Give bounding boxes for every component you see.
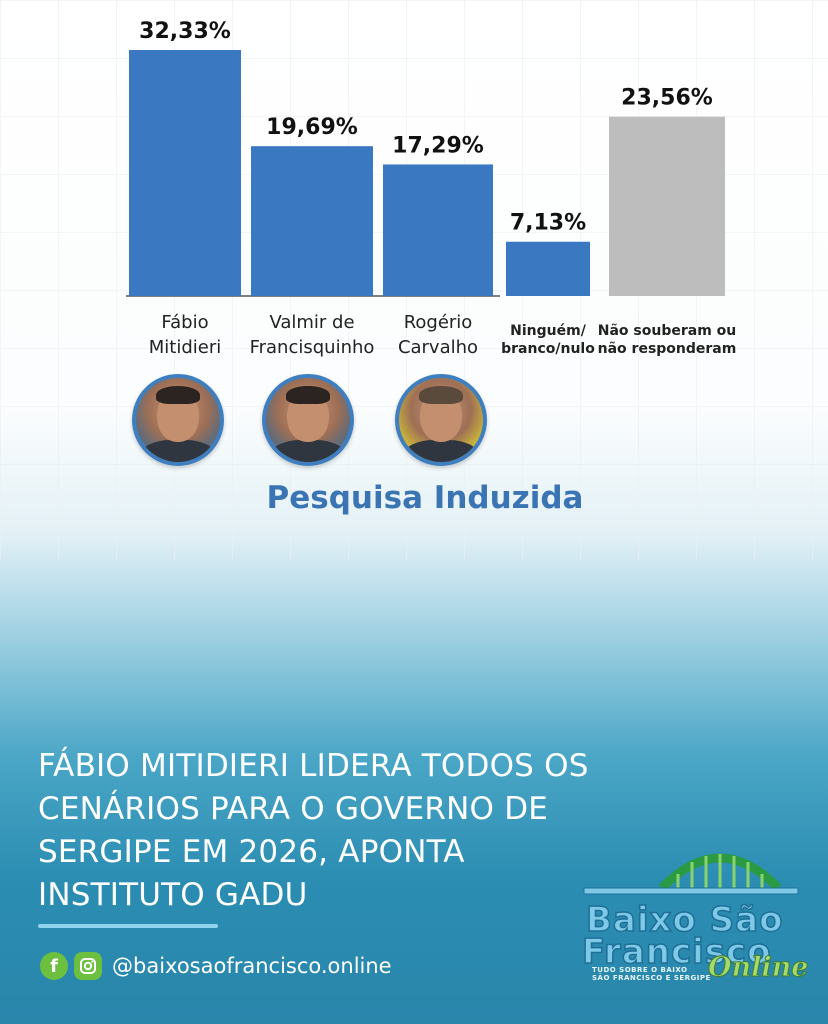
headline: FÁBIO MITIDIERI LIDERA TODOS OS CENÁRIOS… — [38, 748, 589, 913]
bar-value-label-2: 17,29% — [392, 133, 484, 158]
category-label-4-1: não responderam — [598, 341, 737, 357]
category-label-4-0: Não souberam ou — [598, 323, 737, 339]
brand-logo: Baixo São Francisco TUDO SOBRE O BAIXO S… — [580, 838, 810, 998]
candidate-photo-fabio — [132, 374, 224, 466]
bar-4 — [609, 116, 725, 297]
category-label-1-0: Valmir de — [269, 312, 354, 333]
logo-script-online: Online — [707, 952, 809, 984]
facebook-icon[interactable]: f — [40, 952, 68, 980]
bridge-arch-icon — [583, 853, 799, 895]
category-label-3-0: Ninguém/ — [510, 323, 587, 339]
category-label-2-1: Carvalho — [398, 337, 478, 358]
bar-value-label-0: 32,33% — [139, 19, 231, 44]
chart-subtitle: Pesquisa Induzida — [266, 480, 584, 516]
category-label-2-0: Rogério — [404, 312, 473, 333]
candidate-photo-rogerio — [395, 374, 487, 466]
bar-value-label-1: 19,69% — [266, 115, 358, 140]
category-label-3-1: branco/nulo — [501, 341, 595, 357]
bar-2 — [383, 164, 493, 296]
logo-line-1: Baixo São — [585, 899, 784, 941]
bar-value-label-4: 23,56% — [621, 86, 713, 111]
category-label-0-0: Fábio — [161, 312, 208, 333]
bar-chart: 32,33% Fábio Mitidieri 19,69% Valmir de Franc… — [126, 19, 737, 358]
logo-tagline: TUDO SOBRE O BAIXO SÃO FRANCISCO E SERGI… — [592, 966, 711, 982]
logo-line-2: Francisco — [581, 931, 772, 973]
bar-3 — [506, 241, 590, 296]
candidate-photo-valmir — [262, 374, 354, 466]
social-handle[interactable]: @baixosaofrancisco.online — [112, 954, 392, 978]
bar-0 — [129, 50, 241, 296]
bar-1 — [251, 146, 373, 296]
category-label-1-1: Francisquinho — [250, 337, 375, 358]
headline-underline — [38, 924, 218, 928]
instagram-icon[interactable] — [74, 952, 102, 980]
category-label-0-1: Mitidieri — [149, 337, 222, 358]
bar-value-label-3: 7,13% — [510, 211, 586, 236]
social-bar: f @baixosaofrancisco.online — [40, 952, 392, 980]
